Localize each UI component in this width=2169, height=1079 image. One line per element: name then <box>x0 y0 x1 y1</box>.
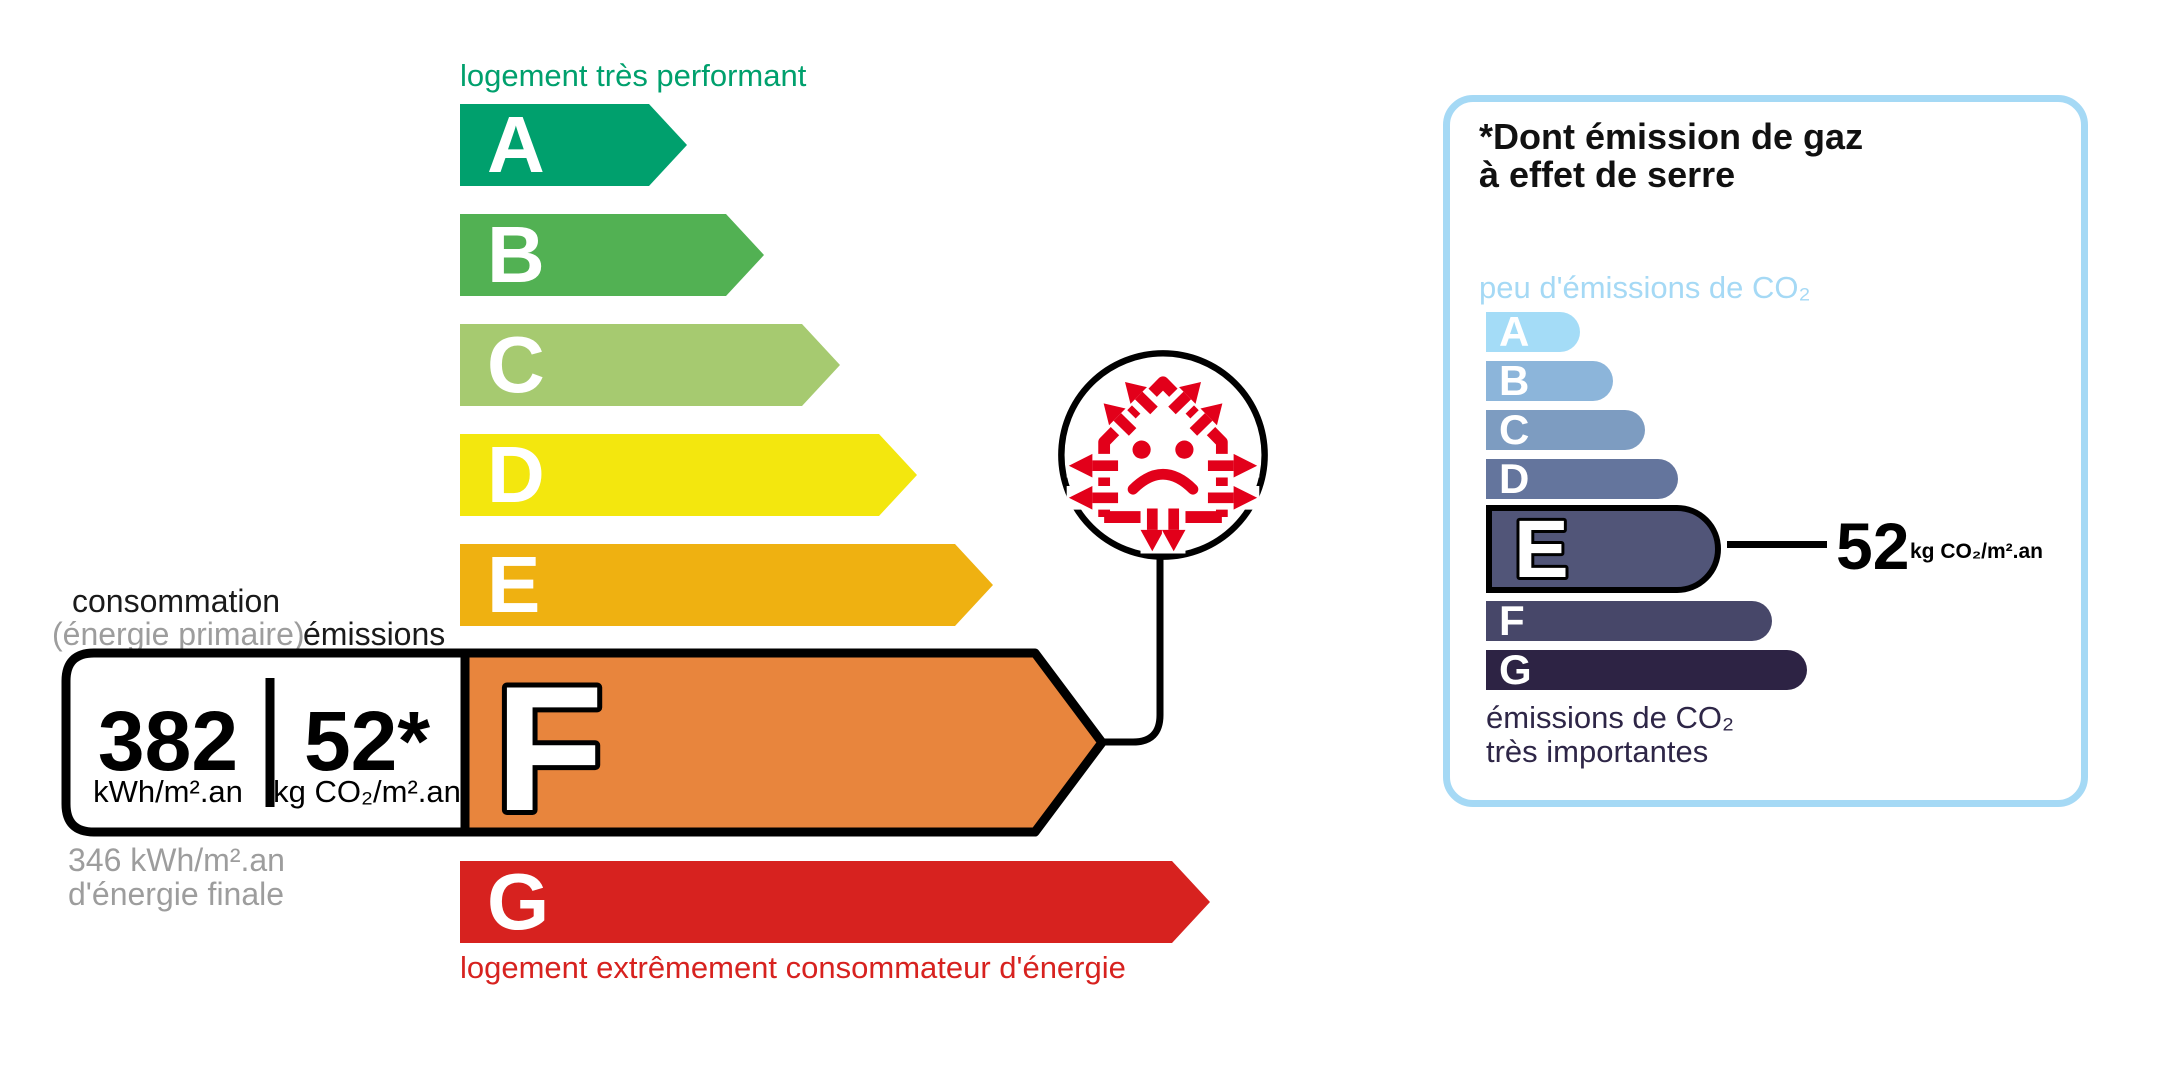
co2-class-letter-A: A <box>1499 308 1530 355</box>
emission-value: 52* <box>304 694 430 788</box>
energy-class-letter-E: E <box>487 540 541 629</box>
co2-class-bar-B: B <box>1486 357 1613 404</box>
energy-class-letter-A: A <box>487 100 545 189</box>
energy-top-label: logement très performant <box>460 58 807 93</box>
sad-house-badge <box>1058 350 1268 560</box>
co2-panel <box>1443 95 2088 807</box>
co2-class-bar-G: G <box>1486 646 1807 693</box>
consumption-unit: kWh/m².an <box>93 774 243 809</box>
energy-bottom-label: logement extrêmement consommateur d'éner… <box>460 950 1126 985</box>
primary-energy-label: (énergie primaire) <box>52 616 305 652</box>
energy-class-bar-D: D <box>460 434 917 516</box>
sad-house-icon <box>1066 372 1260 554</box>
emission-unit: kg CO₂/m².an <box>273 774 461 809</box>
co2-class-letter-G: G <box>1499 646 1532 693</box>
emissions-label: émissions <box>303 616 446 652</box>
co2-highlighted-bar: E <box>1486 505 1721 593</box>
co2-class-letter-E: E <box>1514 511 1569 587</box>
energy-highlighted-row: 382 kWh/m².an 52* kg CO₂/m².an F <box>61 645 1107 840</box>
co2-class-bar-F: F <box>1486 597 1772 644</box>
co2-title-line1: *Dont émission de gaz <box>1479 116 1864 157</box>
co2-bottom-label-line1: émissions de CO₂ <box>1486 700 1735 735</box>
energy-class-letter-D: D <box>487 430 545 519</box>
co2-class-letter-B: B <box>1499 357 1530 404</box>
co2-class-bar-D: D <box>1486 455 1678 502</box>
co2-unit: kg CO₂/m².an <box>1910 540 2044 563</box>
energy-class-bar-G: G <box>460 861 1210 943</box>
co2-class-letter-F: F <box>1499 597 1525 644</box>
energy-class-letter-B: B <box>487 210 545 299</box>
energy-class-bar-B: B <box>460 214 764 296</box>
consumption-label: consommation <box>72 583 281 619</box>
co2-bottom-label-line2: très importantes <box>1486 734 1709 769</box>
co2-top-label: peu d'émissions de CO₂ <box>1479 270 1811 305</box>
energy-class-letter-G: G <box>487 857 550 946</box>
co2-title-line2: à effet de serre <box>1479 154 1736 195</box>
energy-class-letter-F: F <box>495 649 604 840</box>
co2-callout-line <box>1727 541 1827 548</box>
co2-class-letter-C: C <box>1499 406 1530 453</box>
energy-class-bar-C: C <box>460 324 840 406</box>
co2-value: 52 <box>1836 509 1910 583</box>
final-energy-line2: d'énergie finale <box>68 876 285 912</box>
energy-class-bar-E: E <box>460 544 993 626</box>
co2-class-bar-C: C <box>1486 406 1645 453</box>
energy-class-bar-A: A <box>460 104 687 186</box>
final-energy-line1: 346 kWh/m².an <box>68 842 285 878</box>
co2-class-letter-D: D <box>1499 455 1530 502</box>
energy-class-letter-C: C <box>487 320 545 409</box>
consumption-value: 382 <box>98 694 238 788</box>
co2-class-bar-A: A <box>1486 308 1580 355</box>
